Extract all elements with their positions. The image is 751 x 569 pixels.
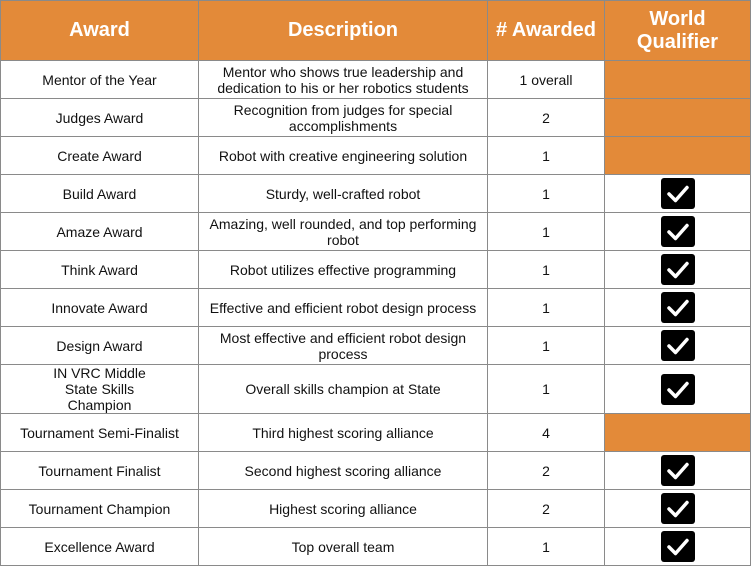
checkmark-icon: [660, 531, 695, 562]
awarded-count-cell: 1: [487, 326, 605, 365]
description-cell: Effective and efficient robot design pro…: [198, 288, 488, 327]
table-row: Mentor of the Year Mentor who shows true …: [0, 60, 751, 99]
description-cell: Mentor who shows true leadership and ded…: [198, 60, 488, 99]
awarded-count-cell: 2: [487, 489, 605, 528]
checkmark-icon: [660, 292, 695, 323]
table-row: Innovate Award Effective and efficient ro…: [0, 288, 751, 327]
award-name-cell: Design Award: [0, 326, 199, 365]
world-qualifier-cell: [604, 527, 751, 566]
table-row: Tournament Finalist Second highest scorin…: [0, 451, 751, 490]
award-name-cell: Tournament Semi-Finalist: [0, 413, 199, 452]
world-qualifier-empty-cell: [604, 60, 751, 99]
header-awarded: # Awarded: [487, 0, 605, 61]
world-qualifier-empty-cell: [604, 98, 751, 137]
award-name-cell: Tournament Finalist: [0, 451, 199, 490]
award-name-cell: Judges Award: [0, 98, 199, 137]
table-row: Excellence Award Top overall team 1: [0, 527, 751, 566]
checkmark-icon: [660, 373, 695, 405]
awarded-count-cell: 1: [487, 174, 605, 213]
header-award: Award: [0, 0, 199, 61]
award-name-cell: Excellence Award: [0, 527, 199, 566]
world-qualifier-cell: [604, 174, 751, 213]
description-cell: Overall skills champion at State: [198, 364, 488, 414]
award-name-cell: Think Award: [0, 250, 199, 289]
world-qualifier-cell: [604, 489, 751, 528]
award-name-cell: Mentor of the Year: [0, 60, 199, 99]
description-cell: Recognition from judges for special acco…: [198, 98, 488, 137]
table-row: Build Award Sturdy, well-crafted robot 1: [0, 174, 751, 213]
checkmark-icon: [660, 254, 695, 285]
header-world-qualifier: World Qualifier: [604, 0, 751, 61]
checkmark-icon: [660, 493, 695, 524]
award-name-cell: Tournament Champion: [0, 489, 199, 528]
awarded-count-cell: 1: [487, 250, 605, 289]
awarded-count-cell: 1: [487, 288, 605, 327]
description-cell: Most effective and efficient robot desig…: [198, 326, 488, 365]
awarded-count-cell: 2: [487, 451, 605, 490]
world-qualifier-cell: [604, 326, 751, 365]
description-cell: Amazing, well rounded, and top performin…: [198, 212, 488, 251]
award-name-cell: Innovate Award: [0, 288, 199, 327]
description-cell: Second highest scoring alliance: [198, 451, 488, 490]
awarded-count-cell: 1: [487, 527, 605, 566]
world-qualifier-empty-cell: [604, 413, 751, 452]
world-qualifier-cell: [604, 212, 751, 251]
table-row: Create Award Robot with creative engineer…: [0, 136, 751, 175]
world-qualifier-empty-cell: [604, 136, 751, 175]
award-name-cell: Create Award: [0, 136, 199, 175]
world-qualifier-cell: [604, 250, 751, 289]
table-header: Award Description # Awarded World Qualif…: [0, 0, 751, 61]
awarded-count-cell: 1 overall: [487, 60, 605, 99]
description-cell: Sturdy, well-crafted robot: [198, 174, 488, 213]
world-qualifier-cell: [604, 364, 751, 414]
world-qualifier-cell: [604, 451, 751, 490]
awarded-count-cell: 2: [487, 98, 605, 137]
description-cell: Top overall team: [198, 527, 488, 566]
table-row: Tournament Champion Highest scoring allia…: [0, 489, 751, 528]
award-name-cell: IN VRC Middle State Skills Champion: [0, 364, 199, 414]
awarded-count-cell: 1: [487, 364, 605, 414]
awarded-count-cell: 4: [487, 413, 605, 452]
header-row: Award Description # Awarded World Qualif…: [0, 0, 751, 61]
description-cell: Robot utilizes effective programming: [198, 250, 488, 289]
table-row: Tournament Semi-Finalist Third highest sc…: [0, 413, 751, 452]
award-name-cell: Build Award: [0, 174, 199, 213]
awarded-count-cell: 1: [487, 212, 605, 251]
description-cell: Highest scoring alliance: [198, 489, 488, 528]
awarded-count-cell: 1: [487, 136, 605, 175]
table-row: Design Award Most effective and efficient…: [0, 326, 751, 365]
checkmark-icon: [660, 178, 695, 209]
checkmark-icon: [660, 330, 695, 361]
checkmark-icon: [660, 455, 695, 486]
table-row: Think Award Robot utilizes effective prog…: [0, 250, 751, 289]
table-row: Amaze Award Amazing, well rounded, and to…: [0, 212, 751, 251]
description-cell: Robot with creative engineering solution: [198, 136, 488, 175]
description-cell: Third highest scoring alliance: [198, 413, 488, 452]
table-row: IN VRC Middle State Skills Champion Overa…: [0, 364, 751, 414]
table-row: Judges Award Recognition from judges for …: [0, 98, 751, 137]
checkmark-icon: [660, 216, 695, 247]
award-name-cell: Amaze Award: [0, 212, 199, 251]
table-body: Mentor of the Year Mentor who shows true …: [0, 60, 751, 566]
world-qualifier-cell: [604, 288, 751, 327]
header-description: Description: [198, 0, 488, 61]
